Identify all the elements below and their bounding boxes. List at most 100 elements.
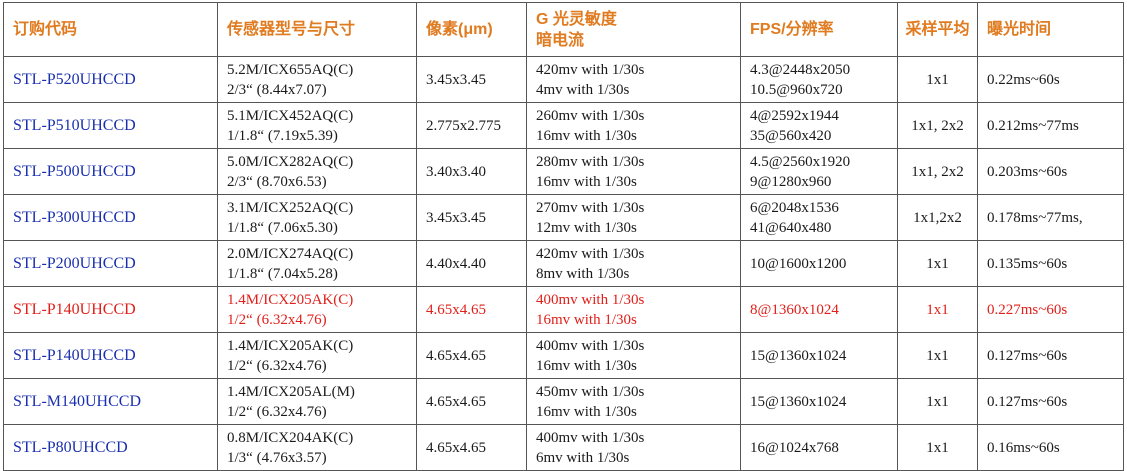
exposure-time: 0.227ms~60s bbox=[977, 286, 1124, 333]
pixel-size: 4.65x4.65 bbox=[416, 424, 527, 471]
order-code: STL-P80UHCCD bbox=[3, 424, 218, 471]
sensitivity-dark-current-line1: 400mv with 1/30s bbox=[536, 429, 645, 446]
sensor-model-size-line2: 1/3“ (4.76x3.57) bbox=[227, 449, 327, 466]
sensitivity-dark-current-line2: 16mv with 1/30s bbox=[536, 311, 637, 328]
sensor-model-size-line2: 2/3“ (8.44x7.07) bbox=[227, 81, 327, 98]
table-body: STL-P520UHCCD 5.2M/ICX655AQ(C) 2/3“ (8.44x… bbox=[3, 56, 1124, 471]
order-code: STL-P510UHCCD bbox=[3, 102, 218, 149]
binning: 1x1 bbox=[897, 332, 978, 379]
pixel-size: 3.40x3.40 bbox=[416, 148, 527, 195]
sensitivity-dark-current: 450mv with 1/30s 16mv with 1/30s bbox=[526, 378, 741, 425]
sensitivity-dark-current-line1: 450mv with 1/30s bbox=[536, 383, 645, 400]
header-sensitivity-line2: 暗电流 bbox=[536, 31, 585, 49]
fps-resolution: 15@1360x1024 bbox=[740, 332, 898, 379]
fps-resolution-line2: 35@560x420 bbox=[750, 127, 832, 144]
fps-resolution: 4.3@2448x2050 10.5@960x720 bbox=[740, 56, 898, 103]
binning: 1x1 bbox=[897, 424, 978, 471]
sensitivity-dark-current-line2: 16mv with 1/30s bbox=[536, 357, 637, 374]
pixel-size: 3.45x3.45 bbox=[416, 56, 527, 103]
spec-table: 订购代码 传感器型号与尺寸 像素(μm) G 光灵敏度 暗电流 FPS/分辨率 … bbox=[3, 2, 1124, 471]
binning: 1x1, 2x2 bbox=[897, 148, 978, 195]
fps-resolution-line2: 10.5@960x720 bbox=[750, 81, 843, 98]
sensor-model-size-line1: 1.4M/ICX205AL(M) bbox=[227, 383, 355, 400]
sensitivity-dark-current-line2: 16mv with 1/30s bbox=[536, 127, 637, 144]
sensitivity-dark-current-line1: 420mv with 1/30s bbox=[536, 61, 645, 78]
sensitivity-dark-current: 280mv with 1/30s 16mv with 1/30s bbox=[526, 148, 741, 195]
fps-resolution: 8@1360x1024 bbox=[740, 286, 898, 333]
sensitivity-dark-current: 420mv with 1/30s 8mv with 1/30s bbox=[526, 240, 741, 287]
binning: 1x1 bbox=[897, 240, 978, 287]
sensor-model-size: 5.0M/ICX282AQ(C) 2/3“ (8.70x6.53) bbox=[217, 148, 417, 195]
fps-resolution-line1: 6@2048x1536 bbox=[750, 199, 839, 216]
sensitivity-dark-current: 260mv with 1/30s 16mv with 1/30s bbox=[526, 102, 741, 149]
header-pixel: 像素(μm) bbox=[416, 2, 527, 57]
sensor-model-size-line1: 5.1M/ICX452AQ(C) bbox=[227, 107, 354, 124]
exposure-time: 0.203ms~60s bbox=[977, 148, 1124, 195]
sensor-model-size: 5.2M/ICX655AQ(C) 2/3“ (8.44x7.07) bbox=[217, 56, 417, 103]
sensor-model-size: 0.8M/ICX204AK(C) 1/3“ (4.76x3.57) bbox=[217, 424, 417, 471]
binning: 1x1 bbox=[897, 378, 978, 425]
table-row: STL-P300UHCCD 3.1M/ICX252AQ(C) 1/1.8“ (7.0… bbox=[3, 194, 1124, 241]
sensitivity-dark-current: 400mv with 1/30s 6mv with 1/30s bbox=[526, 424, 741, 471]
sensitivity-dark-current-line1: 420mv with 1/30s bbox=[536, 245, 645, 262]
binning: 1x1 bbox=[897, 56, 978, 103]
exposure-time: 0.127ms~60s bbox=[977, 332, 1124, 379]
fps-resolution: 4@2592x1944 35@560x420 bbox=[740, 102, 898, 149]
exposure-time: 0.127ms~60s bbox=[977, 378, 1124, 425]
sensor-model-size: 5.1M/ICX452AQ(C) 1/1.8“ (7.19x5.39) bbox=[217, 102, 417, 149]
sensor-model-size-line2: 1/2“ (6.32x4.76) bbox=[227, 311, 327, 328]
header-sensor: 传感器型号与尺寸 bbox=[217, 2, 417, 57]
exposure-time: 0.178ms~77ms, bbox=[977, 194, 1124, 241]
sensitivity-dark-current-line1: 270mv with 1/30s bbox=[536, 199, 645, 216]
exposure-time: 0.22ms~60s bbox=[977, 56, 1124, 103]
sensor-model-size: 3.1M/ICX252AQ(C) 1/1.8“ (7.06x5.30) bbox=[217, 194, 417, 241]
exposure-time: 0.212ms~77ms bbox=[977, 102, 1124, 149]
order-code: STL-M140UHCCD bbox=[3, 378, 218, 425]
sensor-model-size-line1: 1.4M/ICX205AK(C) bbox=[227, 291, 354, 308]
sensor-model-size-line2: 2/3“ (8.70x6.53) bbox=[227, 173, 327, 190]
fps-resolution-line1: 4@2592x1944 bbox=[750, 107, 839, 124]
pixel-size: 2.775x2.775 bbox=[416, 102, 527, 149]
sensitivity-dark-current-line1: 260mv with 1/30s bbox=[536, 107, 645, 124]
sensitivity-dark-current-line2: 12mv with 1/30s bbox=[536, 219, 637, 236]
sensitivity-dark-current: 400mv with 1/30s 16mv with 1/30s bbox=[526, 286, 741, 333]
fps-resolution: 16@1024x768 bbox=[740, 424, 898, 471]
fps-resolution: 4.5@2560x1920 9@1280x960 bbox=[740, 148, 898, 195]
header-code: 订购代码 bbox=[3, 2, 218, 57]
pixel-size: 4.65x4.65 bbox=[416, 286, 527, 333]
order-code: STL-P520UHCCD bbox=[3, 56, 218, 103]
sensitivity-dark-current-line1: 400mv with 1/30s bbox=[536, 291, 645, 308]
sensor-model-size-line1: 3.1M/ICX252AQ(C) bbox=[227, 199, 354, 216]
header-exposure: 曝光时间 bbox=[977, 2, 1124, 57]
sensor-model-size: 2.0M/ICX274AQ(C) 1/1.8“ (7.04x5.28) bbox=[217, 240, 417, 287]
order-code: STL-P140UHCCD bbox=[3, 332, 218, 379]
table-row: STL-P520UHCCD 5.2M/ICX655AQ(C) 2/3“ (8.44x… bbox=[3, 56, 1124, 103]
exposure-time: 0.135ms~60s bbox=[977, 240, 1124, 287]
sensitivity-dark-current-line2: 16mv with 1/30s bbox=[536, 403, 637, 420]
binning: 1x1,2x2 bbox=[897, 194, 978, 241]
table-row: STL-M140UHCCD 1.4M/ICX205AL(M) 1/2“ (6.32x… bbox=[3, 378, 1124, 425]
header-fps: FPS/分辨率 bbox=[740, 2, 898, 57]
binning: 1x1, 2x2 bbox=[897, 102, 978, 149]
sensor-model-size-line2: 1/1.8“ (7.04x5.28) bbox=[227, 265, 338, 282]
sensor-model-size-line1: 2.0M/ICX274AQ(C) bbox=[227, 245, 354, 262]
pixel-size: 4.40x4.40 bbox=[416, 240, 527, 287]
sensitivity-dark-current: 420mv with 1/30s 4mv with 1/30s bbox=[526, 56, 741, 103]
table-row: STL-P200UHCCD 2.0M/ICX274AQ(C) 1/1.8“ (7.0… bbox=[3, 240, 1124, 287]
sensor-model-size-line2: 1/1.8“ (7.06x5.30) bbox=[227, 219, 338, 236]
header-row: 订购代码 传感器型号与尺寸 像素(μm) G 光灵敏度 暗电流 FPS/分辨率 … bbox=[3, 2, 1124, 57]
exposure-time: 0.16ms~60s bbox=[977, 424, 1124, 471]
table-row: STL-P140UHCCD 1.4M/ICX205AK(C) 1/2“ (6.32x… bbox=[3, 332, 1124, 379]
sensitivity-dark-current-line2: 4mv with 1/30s bbox=[536, 81, 630, 98]
table-row: STL-P140UHCCD 1.4M/ICX205AK(C) 1/2“ (6.32x… bbox=[3, 286, 1124, 333]
sensor-model-size: 1.4M/ICX205AL(M) 1/2“ (6.32x4.76) bbox=[217, 378, 417, 425]
sensor-model-size-line2: 1/2“ (6.32x4.76) bbox=[227, 403, 327, 420]
sensor-model-size-line1: 1.4M/ICX205AK(C) bbox=[227, 337, 354, 354]
fps-resolution: 15@1360x1024 bbox=[740, 378, 898, 425]
sensitivity-dark-current-line2: 6mv with 1/30s bbox=[536, 449, 630, 466]
pixel-size: 4.65x4.65 bbox=[416, 332, 527, 379]
sensitivity-dark-current: 270mv with 1/30s 12mv with 1/30s bbox=[526, 194, 741, 241]
sensitivity-dark-current-line1: 400mv with 1/30s bbox=[536, 337, 645, 354]
pixel-size: 3.45x3.45 bbox=[416, 194, 527, 241]
sensitivity-dark-current-line2: 16mv with 1/30s bbox=[536, 173, 637, 190]
